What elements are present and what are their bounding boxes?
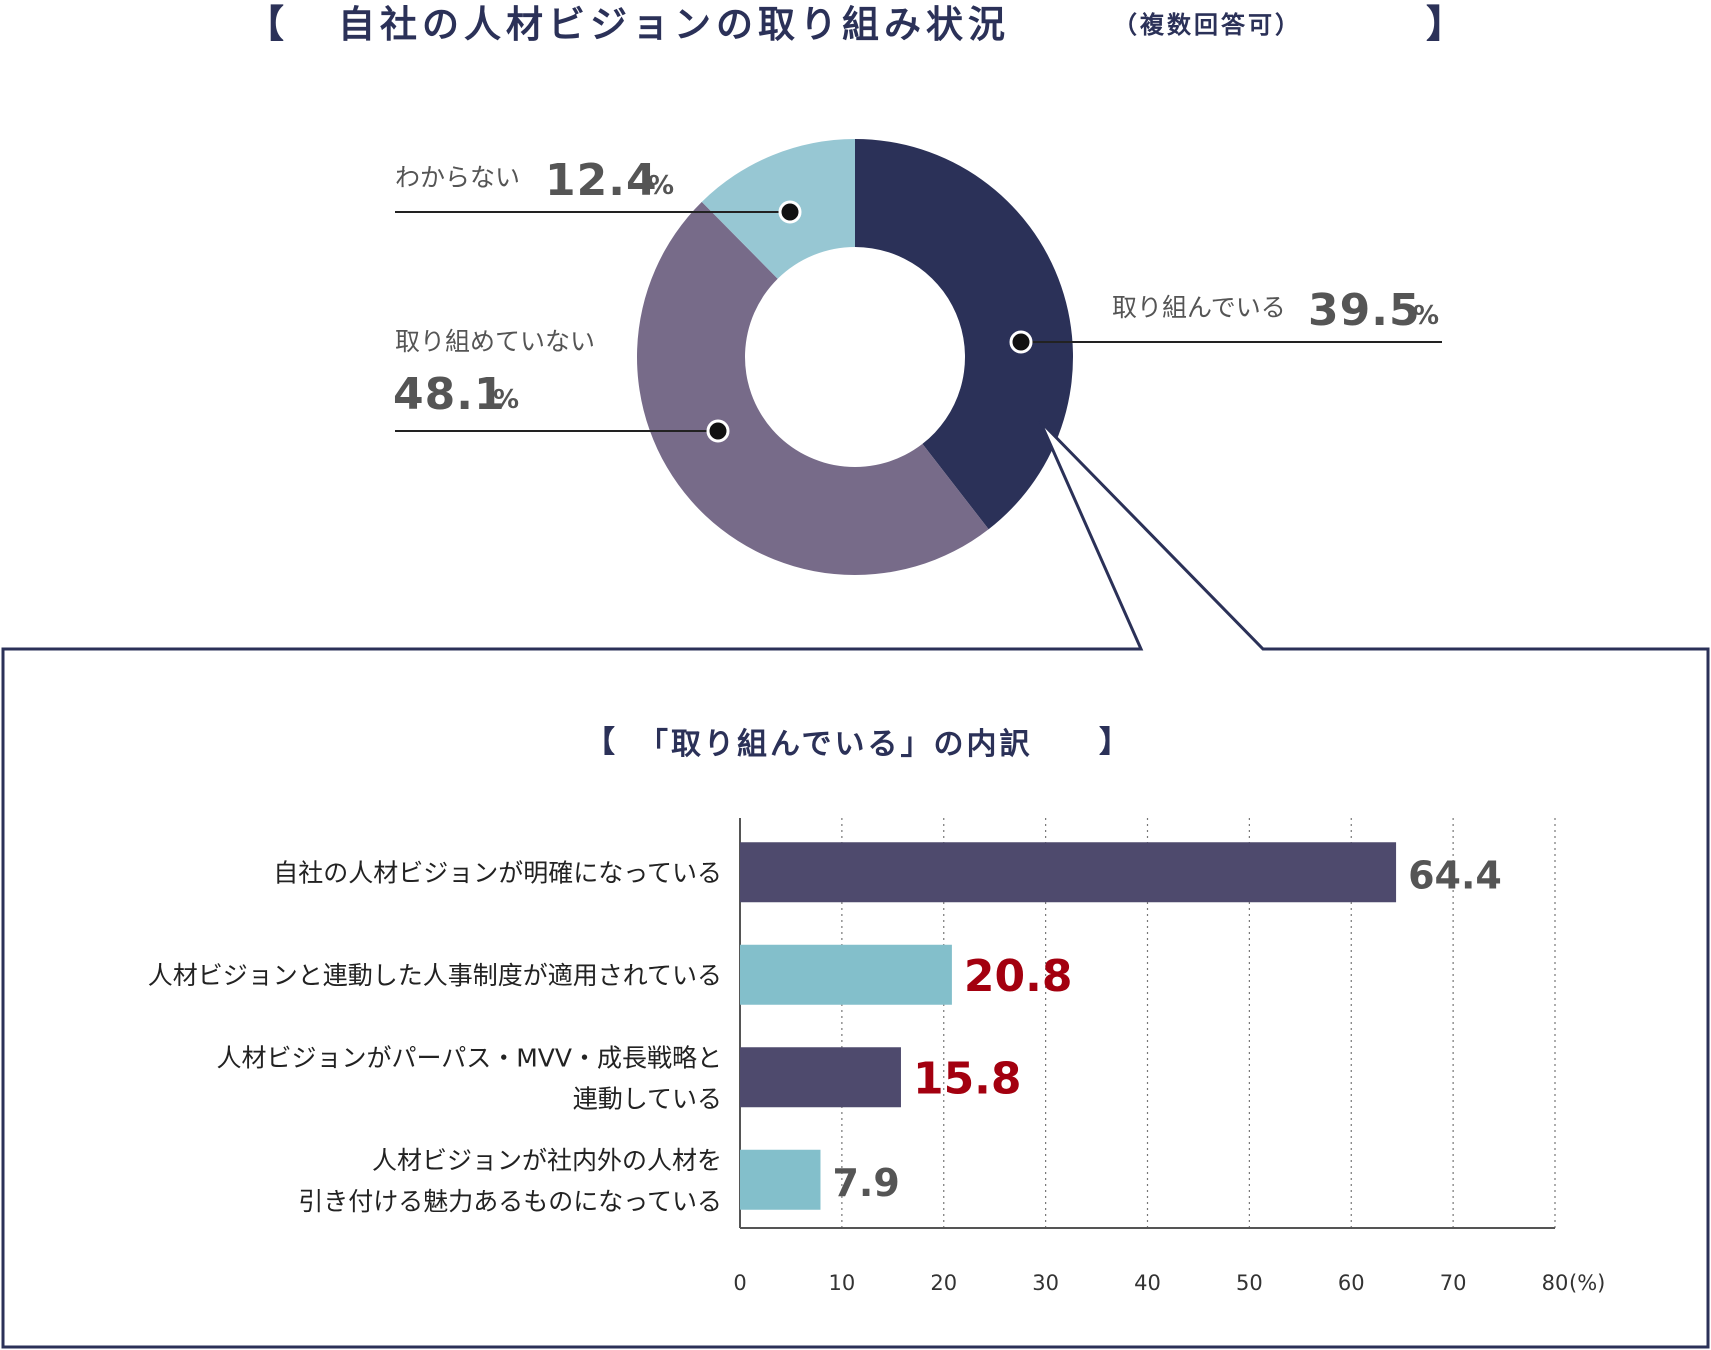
bar-category-line: 自社の人材ビジョンが明確になっている [273,858,722,887]
bar-x-tick-label: 0 [733,1271,746,1295]
main-title-note: （複数回答可） [1113,11,1302,39]
bar-x-tick-label: 40 [1134,1271,1161,1295]
bar-value-label: 20.8 [964,951,1073,1002]
callout-dot-not-worked [706,419,730,443]
donut-callout-worked: 取り組んでいる 39.5 % [1009,285,1442,354]
bar-chart-bars [740,842,1397,1210]
donut-slice-not-worked [637,201,989,575]
bar [740,944,952,1005]
breakdown-title-bracket-left: 【 [585,725,615,760]
bar-category-line: 連動している [573,1084,722,1113]
callout-value-not-worked: 48.1 [393,369,506,420]
bar [740,842,1397,903]
breakdown-title-text: 「取り組んでいる」の内訳 [638,727,1033,762]
callout-value-unknown: 12.4 [545,155,658,206]
bar-x-tick-label: 60 [1338,1271,1365,1295]
bar-chart-x-ticks: 0 10 20 30 40 50 60 70 80 (%) [733,1271,1605,1295]
bar-category-line: 引き付ける魅力あるものになっている [298,1187,722,1216]
main-title: 【 自社の人材ビジョンの取り組み状況 （複数回答可） 】 [246,2,1464,46]
donut-callout-unknown: わからない 12.4 % [395,155,802,224]
bar-x-tick-label: 50 [1236,1271,1263,1295]
bar-chart-grid [739,818,1556,1229]
main-title-bracket-left: 【 [246,2,284,46]
callout-unit-unknown: % [648,171,674,201]
bar-x-tick-label: 20 [930,1271,957,1295]
donut-callout-not-worked: 取り組めていない 48.1 % [393,327,730,443]
bar-value-label: 15.8 [913,1053,1022,1104]
callout-label-unknown: わからない [395,163,520,192]
bar-x-tick-label: 30 [1032,1271,1059,1295]
bar-value-label: 64.4 [1408,853,1502,897]
main-title-bracket-right: 】 [1426,2,1464,46]
breakdown-title-bracket-right: 】 [1099,725,1129,760]
donut-slice-worked [855,139,1073,530]
callout-dot-unknown [778,200,802,224]
bar-x-tick-label: 80 [1542,1271,1569,1295]
bar-value-label: 7.9 [832,1161,899,1205]
callout-label-worked: 取り組んでいる [1112,293,1286,322]
bar [740,1047,901,1108]
bar-category-line: 人材ビジョンが社内外の人材を [372,1146,722,1175]
main-title-text: 自社の人材ビジョンの取り組み状況 [338,3,1010,46]
bar-x-tick-label: 10 [829,1271,856,1295]
callout-unit-not-worked: % [493,385,519,415]
bar-x-unit-label: (%) [1569,1271,1605,1295]
bar-category-label: 自社の人材ビジョンが明確になっている [273,858,722,887]
donut-slice-unknown [701,139,855,279]
bar-chart-value-labels: 64.4 20.8 15.8 7.9 [832,853,1501,1205]
bar-chart-categories: 自社の人材ビジョンが明確になっている人材ビジョンと連動した人事制度が適用されてい… [148,858,722,1216]
bar-category-line: 人材ビジョンと連動した人事制度が適用されている [148,961,722,990]
callout-label-not-worked: 取り組めていない [395,327,595,356]
bar-x-tick-label: 70 [1440,1271,1467,1295]
donut-chart [637,139,1073,575]
bar [740,1149,821,1210]
breakdown-title: 【 「取り組んでいる」の内訳 】 [585,725,1129,762]
bar-category-label: 人材ビジョンと連動した人事制度が適用されている [148,961,722,990]
callout-dot-worked [1009,330,1033,354]
bar-category-line: 人材ビジョンがパーパス・MVV・成長戦略と [216,1043,722,1072]
callout-unit-worked: % [1413,301,1439,331]
callout-value-worked: 39.5 [1308,285,1421,336]
